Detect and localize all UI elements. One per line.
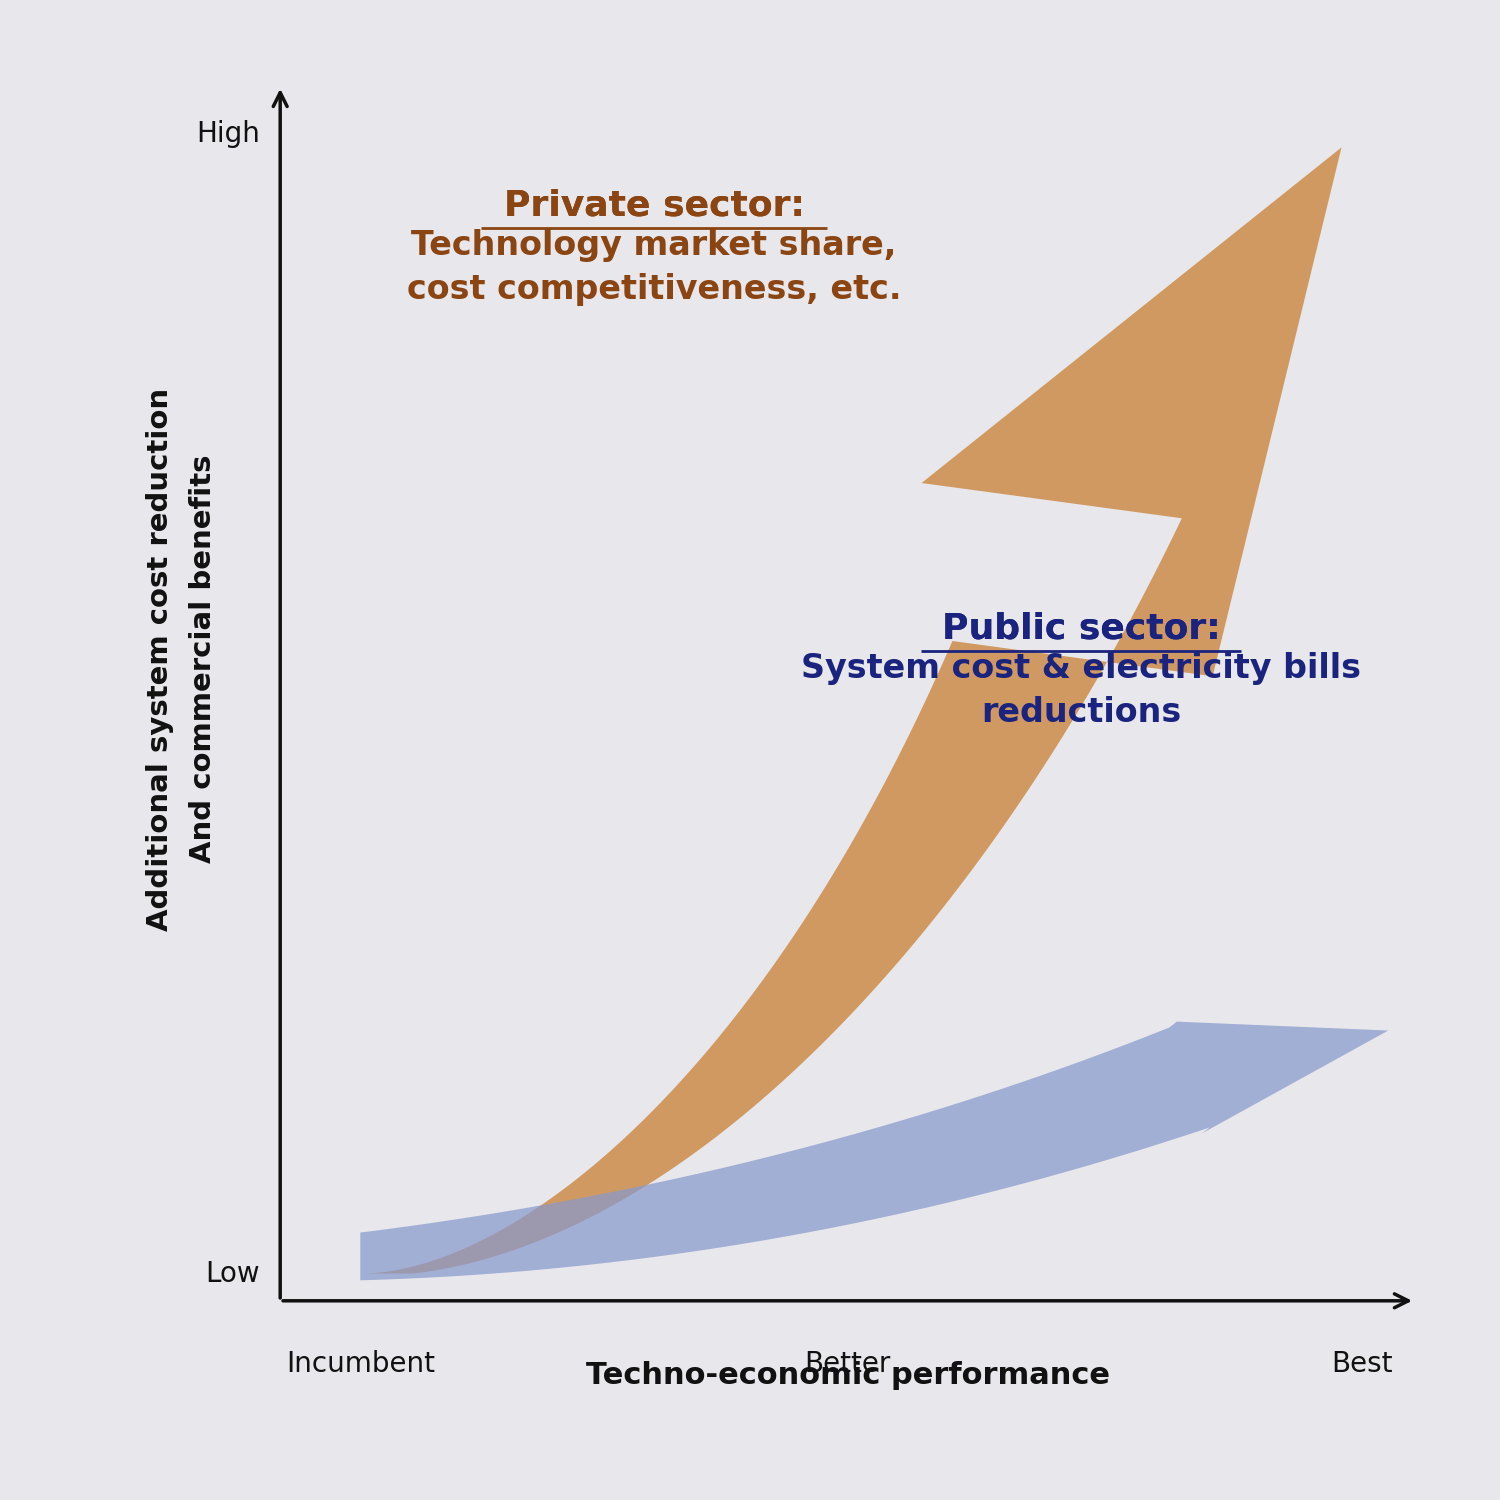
- Text: Private sector:: Private sector:: [504, 189, 804, 222]
- Text: Public sector:: Public sector:: [942, 612, 1221, 645]
- Text: Best: Best: [1330, 1350, 1392, 1378]
- Text: And commercial benefits: And commercial benefits: [189, 454, 217, 864]
- Text: Low: Low: [206, 1260, 260, 1287]
- Text: Better: Better: [804, 1350, 891, 1378]
- Text: Techno-economic performance: Techno-economic performance: [585, 1360, 1110, 1389]
- Polygon shape: [360, 1022, 1389, 1281]
- Text: Public sector:: Public sector:: [942, 612, 1221, 645]
- Text: Private sector:: Private sector:: [504, 189, 804, 222]
- Text: System cost & electricity bills
reductions: System cost & electricity bills reductio…: [801, 652, 1360, 729]
- Text: Incumbent: Incumbent: [286, 1350, 435, 1378]
- Polygon shape: [360, 147, 1341, 1274]
- Text: Additional system cost reduction: Additional system cost reduction: [146, 387, 174, 932]
- Text: High: High: [196, 120, 260, 147]
- Text: Technology market share,
cost competitiveness, etc.: Technology market share, cost competitiv…: [406, 230, 902, 306]
